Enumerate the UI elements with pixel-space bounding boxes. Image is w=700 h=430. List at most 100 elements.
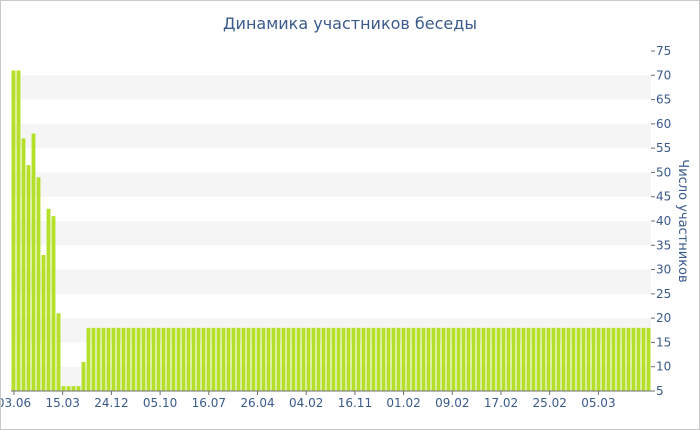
- bar: [531, 327, 536, 391]
- bar: [176, 327, 181, 391]
- bar: [236, 327, 241, 391]
- bar: [521, 327, 526, 391]
- bar: [206, 327, 211, 391]
- bar: [611, 327, 616, 391]
- bar: [476, 327, 481, 391]
- bar: [396, 327, 401, 391]
- bar: [546, 327, 551, 391]
- bar: [71, 386, 76, 391]
- bar: [61, 386, 66, 391]
- bar: [81, 361, 86, 391]
- bar: [296, 327, 301, 391]
- bar: [421, 327, 426, 391]
- bar: [116, 327, 121, 391]
- bar: [446, 327, 451, 391]
- bar: [366, 327, 371, 391]
- bar: [636, 327, 641, 391]
- bar: [626, 327, 631, 391]
- bar: [506, 327, 511, 391]
- bar: [216, 327, 221, 391]
- bar: [461, 327, 466, 391]
- bar: [171, 327, 176, 391]
- bar: [431, 327, 436, 391]
- bars: [11, 70, 651, 392]
- y-tick-label: 45: [656, 190, 671, 204]
- bar: [211, 327, 216, 391]
- bar: [331, 327, 336, 391]
- bar: [576, 327, 581, 391]
- bar: [36, 177, 41, 391]
- bar: [146, 327, 151, 391]
- bar: [346, 327, 351, 391]
- x-axis-ticks: 03.06 15.03 24.12 05.10 16.07 26.04 04.02 16.11…: [1, 391, 616, 410]
- bar: [41, 255, 46, 391]
- bar: [571, 327, 576, 391]
- bar: [501, 327, 506, 391]
- bar: [526, 327, 531, 391]
- bar: [616, 327, 621, 391]
- bar: [56, 313, 61, 391]
- bar: [246, 327, 251, 391]
- bar: [26, 165, 31, 391]
- bar: [91, 327, 96, 391]
- bar: [276, 327, 281, 391]
- grid-band: [11, 172, 651, 197]
- bar: [241, 327, 246, 391]
- bar: [196, 327, 201, 391]
- bar: [316, 327, 321, 391]
- bar: [221, 327, 226, 391]
- bar: [556, 327, 561, 391]
- bar: [466, 327, 471, 391]
- bar: [436, 327, 441, 391]
- x-tick-label: 05.03: [581, 396, 615, 410]
- bar: [481, 327, 486, 391]
- y-axis-ticks: 5 10 15 20 25 30 35 40 45 50 55 60 65 70 75: [651, 44, 671, 398]
- y-tick-label: 60: [656, 117, 671, 131]
- bar: [361, 327, 366, 391]
- bar: [341, 327, 346, 391]
- x-tick-label: 15.03: [46, 396, 80, 410]
- bar: [326, 327, 331, 391]
- bar: [311, 327, 316, 391]
- grid-band: [11, 269, 651, 294]
- x-tick-label: 05.10: [143, 396, 177, 410]
- bar: [256, 327, 261, 391]
- bar: [166, 327, 171, 391]
- bar: [401, 327, 406, 391]
- y-tick-label: 50: [656, 165, 671, 179]
- bar: [621, 327, 626, 391]
- bar: [441, 327, 446, 391]
- bar: [281, 327, 286, 391]
- y-tick-label: 5: [656, 384, 664, 398]
- bar: [386, 327, 391, 391]
- y-tick-label: 55: [656, 141, 671, 155]
- y-tick-label: 15: [656, 335, 671, 349]
- bar: [186, 327, 191, 391]
- bar: [646, 327, 651, 391]
- bar: [541, 327, 546, 391]
- bar: [201, 327, 206, 391]
- bar: [596, 327, 601, 391]
- bar: [126, 327, 131, 391]
- bar: [486, 327, 491, 391]
- bar: [391, 327, 396, 391]
- y-tick-label: 20: [656, 311, 671, 325]
- bar: [496, 327, 501, 391]
- bar: [601, 327, 606, 391]
- bar: [31, 133, 36, 392]
- bar: [291, 327, 296, 391]
- bar: [21, 138, 26, 391]
- bar: [641, 327, 646, 391]
- bar: [141, 327, 146, 391]
- bar: [491, 327, 496, 391]
- bar: [561, 327, 566, 391]
- bar: [371, 327, 376, 391]
- bar: [301, 327, 306, 391]
- bar: [631, 327, 636, 391]
- bar: [101, 327, 106, 391]
- bar: [261, 327, 266, 391]
- bar: [96, 327, 101, 391]
- bar: [161, 327, 166, 391]
- bar: [16, 70, 21, 391]
